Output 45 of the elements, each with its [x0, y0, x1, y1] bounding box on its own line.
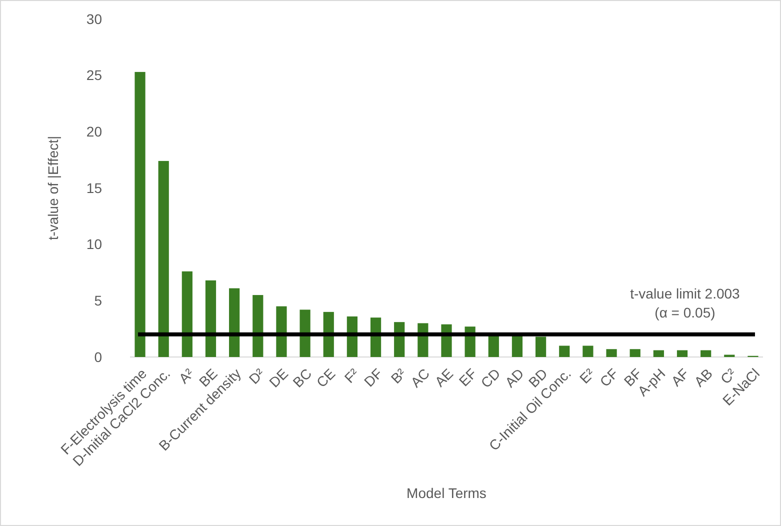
bar — [134, 72, 146, 357]
x-tick-label: DF — [360, 365, 386, 390]
bar — [205, 280, 216, 357]
bar — [182, 271, 192, 357]
x-tick-label: CE — [313, 365, 338, 390]
bar — [606, 349, 617, 357]
y-tick-label: 10 — [86, 236, 102, 252]
bar — [559, 346, 570, 357]
y-tick-label: 25 — [86, 67, 102, 84]
y-tick-label: 0 — [94, 348, 102, 365]
bar — [700, 350, 712, 357]
y-axis-title: t-value of |Effect| — [45, 136, 61, 240]
x-tick-label: B² — [388, 365, 410, 386]
x-tick-label: AD — [502, 365, 527, 390]
bar — [158, 160, 169, 357]
y-tick-label: 15 — [86, 180, 102, 196]
bar — [300, 310, 310, 357]
x-tick-label: CF — [596, 365, 622, 390]
bar — [252, 295, 264, 357]
x-tick-label: AF — [668, 365, 692, 390]
x-tick-label: CD — [478, 365, 504, 391]
x-tick-label: BC — [290, 365, 315, 390]
x-tick-label: D² — [246, 365, 268, 388]
bar — [582, 346, 594, 357]
y-tick-label: 20 — [86, 124, 102, 140]
x-tick-label: EF — [456, 365, 480, 390]
y-tick-label: 5 — [94, 292, 102, 309]
x-tick-label: AB — [690, 365, 716, 390]
bar — [630, 349, 640, 357]
bar — [653, 350, 664, 357]
ref-line-label: t-value limit 2.003 (α = 0.05) — [630, 285, 740, 320]
bar — [276, 306, 287, 357]
x-tick-label: E² — [576, 365, 598, 386]
x-tick-label: A² — [176, 365, 197, 386]
bar — [676, 350, 688, 357]
x-tick-label: DE — [266, 365, 292, 390]
bar — [488, 334, 499, 357]
x-tick-label: AE — [432, 365, 456, 390]
x-axis-title: Model Terms — [406, 485, 486, 501]
bar — [512, 336, 523, 357]
y-tick-label: 30 — [86, 10, 102, 27]
x-tick-label: AC — [407, 365, 433, 390]
bar — [535, 336, 546, 357]
x-tick-label: F² — [341, 365, 362, 386]
bar — [229, 288, 240, 357]
